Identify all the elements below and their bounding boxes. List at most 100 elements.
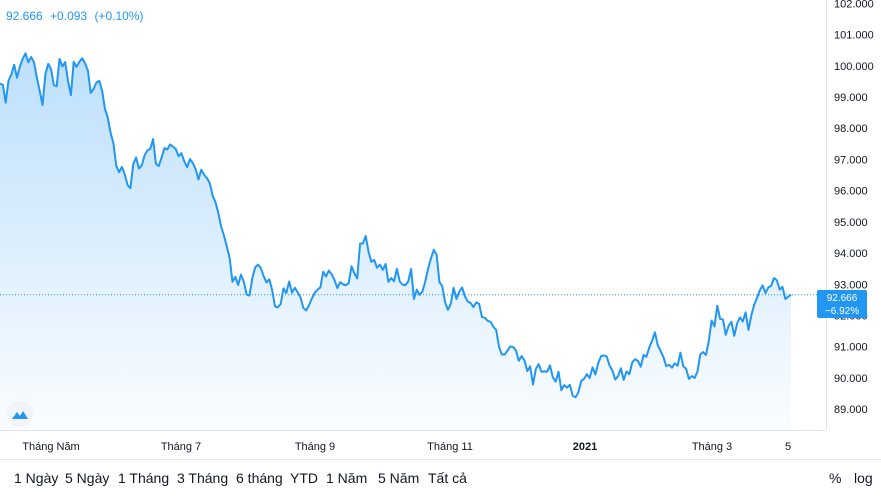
price-point <box>35 76 39 80</box>
price-point <box>491 325 495 329</box>
price-point <box>613 378 617 382</box>
price-point <box>503 353 507 357</box>
price-point <box>265 280 269 284</box>
price-point <box>350 264 354 268</box>
price-badge-pct: −6.92% <box>825 306 859 317</box>
price-point <box>514 348 518 352</box>
range-button-1d[interactable]: 1 Ngày <box>14 470 59 486</box>
price-point <box>276 305 280 309</box>
price-point <box>687 377 691 381</box>
range-button-1m[interactable]: 1 Tháng <box>118 470 170 486</box>
price-point <box>32 60 36 64</box>
price-point <box>205 176 209 180</box>
price-point <box>361 241 365 245</box>
price-axis[interactable]: 102.000 101.000 100.000 99.000 98.000 97.000 9… <box>834 0 874 416</box>
price-point <box>270 288 274 292</box>
price-point <box>715 304 719 308</box>
price-point <box>511 345 515 349</box>
price-point <box>213 200 217 204</box>
y-tick-label: 94.000 <box>834 248 868 260</box>
price-point <box>667 363 671 367</box>
x-tick-label: 5 <box>785 441 791 453</box>
price-point <box>123 172 127 176</box>
price-point <box>318 285 322 289</box>
price-point <box>593 373 597 377</box>
price-point <box>333 278 337 282</box>
price-point <box>758 288 762 292</box>
price-point <box>111 141 115 145</box>
x-tick-label: Tháng 9 <box>295 441 335 453</box>
price-point <box>160 156 164 160</box>
price-point <box>117 170 121 174</box>
price-point <box>100 88 104 92</box>
price-point <box>216 211 220 215</box>
y-tick-label: 93.000 <box>834 279 868 291</box>
price-point <box>194 167 198 171</box>
price-point <box>477 302 481 306</box>
price-point <box>463 294 467 298</box>
price-point <box>296 290 300 294</box>
range-button-ytd[interactable]: YTD <box>290 470 318 486</box>
price-point <box>313 291 317 295</box>
price-point <box>576 390 580 394</box>
price-point <box>179 151 183 155</box>
price-point <box>460 285 464 289</box>
price-point <box>253 265 257 269</box>
price-point <box>41 103 45 107</box>
price-point <box>290 291 294 295</box>
price-point <box>256 263 260 267</box>
price-point <box>749 314 753 318</box>
price-point <box>647 346 651 350</box>
price-point <box>712 324 716 328</box>
range-button-3m[interactable]: 3 Tháng <box>177 470 229 486</box>
price-point <box>676 364 680 368</box>
log-scale-button[interactable]: log <box>854 470 873 486</box>
price-point <box>282 286 286 290</box>
price-point <box>488 320 492 324</box>
price-point <box>429 256 433 260</box>
x-tick-label: 2021 <box>573 441 597 453</box>
range-button-all[interactable]: Tất cả <box>428 470 467 486</box>
price-point <box>38 89 42 93</box>
range-button-5y[interactable]: 5 Năm <box>378 470 420 486</box>
price-point <box>233 275 237 279</box>
price-point <box>452 286 456 290</box>
price-point <box>710 319 714 323</box>
price-point <box>148 147 152 151</box>
price-point <box>24 51 28 55</box>
time-axis[interactable]: Tháng Năm Tháng 7 Tháng 9 Tháng 11 2021 Tháng… <box>22 441 791 453</box>
price-point <box>177 154 181 158</box>
price-point <box>412 297 416 301</box>
price-point <box>103 107 107 111</box>
price-point <box>165 147 169 151</box>
price-point <box>588 376 592 380</box>
range-button-5d[interactable]: 5 Ngày <box>65 470 110 486</box>
price-line <box>0 52 792 399</box>
y-tick-label: 101.000 <box>834 30 874 42</box>
range-button-1y[interactable]: 1 Năm <box>326 470 368 486</box>
price-point <box>355 276 359 280</box>
price-point <box>384 262 388 266</box>
price-point <box>681 364 685 368</box>
tradingview-cloud-icon[interactable] <box>7 401 33 427</box>
price-point <box>780 285 784 289</box>
x-tick-label: Tháng Năm <box>22 441 79 453</box>
percent-scale-button[interactable]: % <box>829 470 842 486</box>
y-tick-label: 90.000 <box>834 373 868 385</box>
price-point <box>523 358 527 362</box>
price-point <box>457 289 461 293</box>
price-point <box>605 354 609 358</box>
price-point <box>418 293 422 297</box>
price-legend: 92.666 +0.093 (+0.10%) <box>6 9 147 23</box>
price-point <box>299 295 303 299</box>
price-point <box>769 284 773 288</box>
price-point <box>729 320 733 324</box>
price-point <box>134 156 138 160</box>
price-point <box>548 363 552 367</box>
price-point <box>75 65 79 69</box>
price-point <box>83 61 87 65</box>
price-point <box>537 362 541 366</box>
range-button-6m[interactable]: 6 tháng <box>236 470 283 486</box>
price-point <box>60 64 64 68</box>
